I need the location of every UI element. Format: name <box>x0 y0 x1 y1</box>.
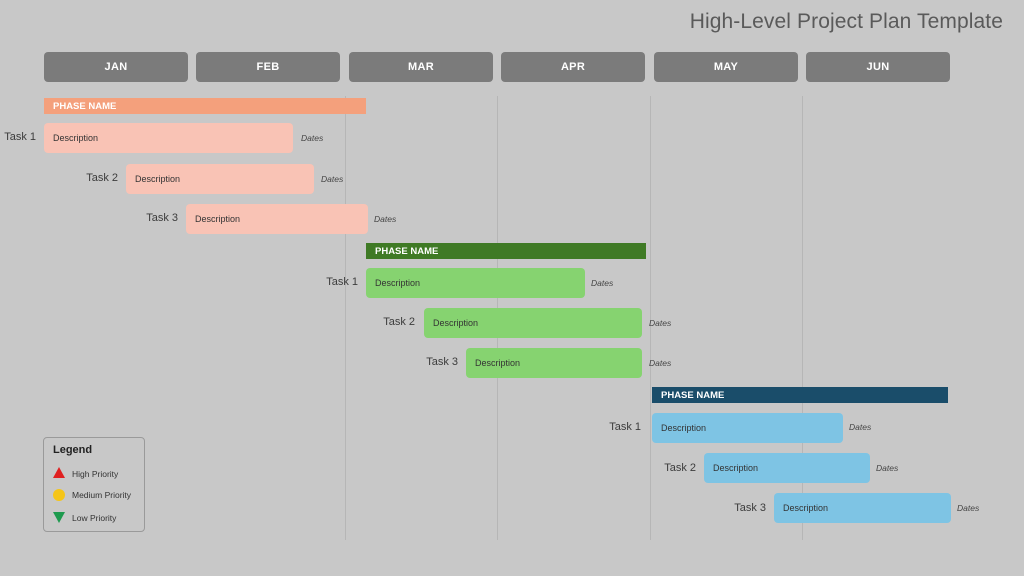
task-description: Description <box>661 423 707 433</box>
legend-low-priority: Low Priority <box>72 513 117 523</box>
phase-1-task-1-label: Task 1 <box>4 131 36 143</box>
task-description: Description <box>135 174 181 184</box>
task-description: Description <box>53 133 99 143</box>
phase-3-task-3-bar[interactable]: Description <box>774 493 951 523</box>
gridline <box>650 96 651 540</box>
month-jun: JUN <box>806 52 950 82</box>
phase-2-task-2-dates: Dates <box>649 318 672 328</box>
month-may: MAY <box>654 52 798 82</box>
phase-3-header: PHASE NAME <box>652 387 948 403</box>
phase-3-task-3-dates: Dates <box>957 503 980 513</box>
phase-1-task-3-label: Task 3 <box>146 212 178 224</box>
page-title: High-Level Project Plan Template <box>689 10 1003 33</box>
phase-1-task-2-label: Task 2 <box>86 172 118 184</box>
phase-3-task-1-dates: Dates <box>849 422 872 432</box>
phase-1-task-2-dates: Dates <box>321 174 344 184</box>
legend-medium-priority: Medium Priority <box>72 490 132 500</box>
phase-1-task-3-bar[interactable]: Description <box>186 204 368 234</box>
phase-3-task-2-label: Task 2 <box>664 462 696 474</box>
phase-2-task-3-dates: Dates <box>649 358 672 368</box>
phase-3-task-3-label: Task 3 <box>734 502 766 514</box>
high-priority-triangle-icon <box>53 467 65 478</box>
phase-3-task-1-label: Task 1 <box>609 421 641 433</box>
legend: Legend High Priority Medium Priority Low… <box>43 437 145 532</box>
legend-high-priority: High Priority <box>72 469 119 479</box>
phase-2-task-1-dates: Dates <box>591 278 614 288</box>
phase-3-task-2-dates: Dates <box>876 463 899 473</box>
phase-2-task-3-label: Task 3 <box>426 356 458 368</box>
phase-2-task-1-bar[interactable]: Description <box>366 268 585 298</box>
phase-1-task-1-dates: Dates <box>301 133 324 143</box>
month-jan: JAN <box>44 52 188 82</box>
medium-priority-circle-icon <box>53 489 65 501</box>
task-description: Description <box>433 318 479 328</box>
phase-2-task-2-bar[interactable]: Description <box>424 308 642 338</box>
phase-2-task-1-label: Task 1 <box>326 276 358 288</box>
gridline <box>345 96 346 540</box>
phase-1-task-3-dates: Dates <box>374 214 397 224</box>
task-description: Description <box>375 278 421 288</box>
month-apr: APR <box>501 52 645 82</box>
phase-2-task-3-bar[interactable]: Description <box>466 348 642 378</box>
phase-1-task-2-bar[interactable]: Description <box>126 164 314 194</box>
phase-1-header: PHASE NAME <box>44 98 366 114</box>
task-description: Description <box>475 358 521 368</box>
phase-2-task-2-label: Task 2 <box>383 316 415 328</box>
phase-3-task-2-bar[interactable]: Description <box>704 453 870 483</box>
task-description: Description <box>195 214 241 224</box>
phase-3-task-1-bar[interactable]: Description <box>652 413 843 443</box>
gridline <box>802 96 803 540</box>
phase-2-header: PHASE NAME <box>366 243 646 259</box>
month-mar: MAR <box>349 52 493 82</box>
month-feb: FEB <box>196 52 340 82</box>
low-priority-triangle-icon <box>53 512 65 523</box>
task-description: Description <box>783 503 829 513</box>
phase-1-task-1-bar[interactable]: Description <box>44 123 293 153</box>
legend-title: Legend <box>53 444 93 456</box>
task-description: Description <box>713 463 759 473</box>
